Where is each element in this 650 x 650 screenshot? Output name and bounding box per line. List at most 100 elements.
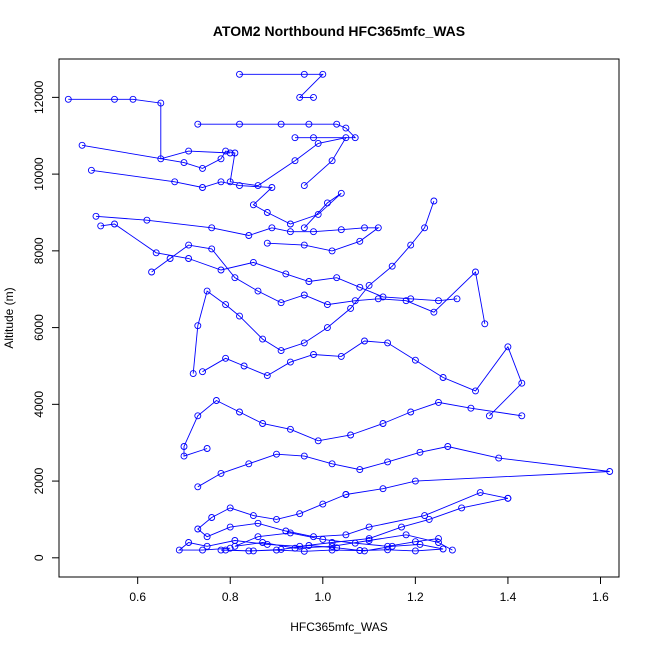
data-point (296, 93, 304, 101)
data-point (467, 404, 475, 412)
data-point (448, 546, 456, 554)
data-point (300, 241, 308, 249)
series-line (197, 123, 357, 139)
data-point (97, 222, 105, 230)
data-point (203, 533, 211, 541)
data-point (203, 445, 211, 452)
series-line (202, 340, 523, 417)
data-point (435, 297, 442, 305)
data-point (175, 546, 183, 554)
data-point (129, 95, 137, 103)
x-tick-label: 1.6 (592, 590, 609, 604)
data-point (249, 258, 257, 266)
data-point (384, 458, 392, 466)
data-point (374, 224, 382, 232)
data-point (435, 539, 442, 546)
data-point (337, 352, 345, 360)
series-12 (194, 443, 614, 498)
data-point (333, 544, 341, 552)
data-point (472, 387, 479, 395)
x-tick-label: 1.4 (500, 590, 517, 604)
data-point (323, 324, 331, 332)
y-tick-label: 8000 (32, 237, 46, 264)
series-9 (189, 197, 438, 378)
data-point (282, 270, 290, 278)
data-point (194, 120, 202, 128)
data-point (342, 134, 350, 142)
data-point (351, 134, 359, 142)
data-point (485, 412, 493, 420)
data-point (286, 228, 294, 236)
data-point (310, 351, 317, 358)
data-point (245, 460, 253, 468)
data-point (300, 224, 308, 232)
data-point (222, 354, 230, 362)
series-10 (199, 337, 526, 420)
data-point (356, 547, 364, 554)
data-point (263, 209, 271, 216)
data-point (430, 197, 438, 205)
series-4 (78, 134, 350, 190)
y-tick-label: 4000 (32, 391, 46, 418)
data-point (199, 546, 206, 554)
series-line (192, 200, 435, 374)
data-point (268, 224, 276, 232)
series-line (95, 215, 380, 252)
data-point (185, 241, 193, 249)
x-axis: 0.6 0.8 1.0 1.2 1.4 1.6 (129, 576, 609, 604)
data-point (518, 379, 526, 387)
data-point (379, 420, 387, 427)
data-point (249, 547, 257, 555)
data-point (185, 539, 193, 546)
series-line (68, 98, 231, 160)
data-point (300, 291, 308, 299)
data-point (384, 546, 392, 554)
series-1 (236, 70, 327, 101)
data-point (439, 545, 447, 553)
data-point (254, 533, 262, 541)
x-tick-label: 1.0 (314, 590, 331, 604)
data-point (323, 301, 331, 309)
series-line (82, 137, 347, 187)
data-point (282, 527, 290, 535)
data-point (286, 220, 294, 228)
data-point (300, 452, 308, 460)
data-point (217, 266, 225, 274)
data-point (504, 343, 512, 351)
data-point (305, 120, 313, 128)
y-tick-label: 10000 (32, 157, 46, 191)
series-line (91, 169, 342, 229)
data-point (236, 120, 243, 128)
data-point (296, 510, 304, 518)
data-point (319, 500, 327, 508)
data-point (273, 515, 280, 523)
series-16 (231, 529, 456, 554)
series-line (197, 492, 508, 538)
data-point (435, 535, 442, 543)
data-point (194, 483, 202, 491)
series-11 (180, 397, 526, 460)
data-point (231, 274, 239, 282)
data-point (254, 287, 262, 295)
data-point (328, 247, 336, 255)
data-point (379, 293, 387, 301)
data-point (226, 523, 234, 531)
data-point (277, 120, 285, 128)
data-point (254, 182, 262, 190)
data-point (92, 212, 100, 220)
data-point (310, 228, 317, 236)
data-point (402, 297, 410, 305)
data-point (476, 489, 484, 497)
data-point (365, 535, 373, 543)
data-point (185, 255, 193, 262)
data-point (245, 547, 253, 555)
data-point (240, 362, 248, 370)
data-point (277, 347, 285, 355)
series-14 (175, 494, 512, 554)
data-point (203, 542, 211, 550)
x-axis-label: HFC365mfc_WAS (290, 620, 388, 634)
data-point (208, 514, 216, 521)
data-point (384, 542, 392, 550)
data-point (249, 201, 257, 209)
data-point (310, 93, 317, 101)
